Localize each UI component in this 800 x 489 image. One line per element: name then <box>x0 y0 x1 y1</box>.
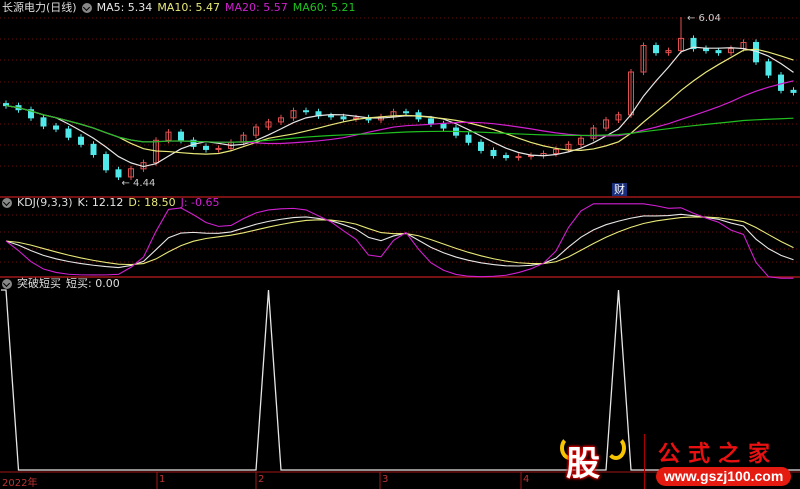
candle-body <box>590 127 597 139</box>
signal-value: 短买: 0.00 <box>66 277 120 290</box>
candle-body <box>715 50 722 54</box>
ma-line <box>5 48 794 155</box>
candle-body <box>40 117 47 127</box>
high-price-label: ← 6.04 <box>687 13 721 24</box>
candle-body <box>690 37 697 50</box>
dropdown-icon[interactable] <box>2 198 12 208</box>
j-line <box>5 203 794 279</box>
candle-body <box>428 118 434 125</box>
candle-body <box>28 109 34 119</box>
ma20-label: MA20: 5.57 <box>225 1 288 14</box>
signal-header: 突破短买 短买: 0.00 <box>2 277 120 291</box>
candle-body <box>778 74 784 91</box>
ma10-label: MA10: 5.47 <box>157 1 221 14</box>
stock-title: 长源电力(日线) <box>2 1 77 14</box>
logo-name: 公式之家 <box>658 441 779 467</box>
candle-body <box>403 111 409 114</box>
d-line <box>5 216 794 266</box>
price-header: 长源电力(日线) MA5: 5.34 MA10: 5.47 MA20: 5.57… <box>2 1 355 15</box>
candle-body <box>515 156 522 159</box>
candle-body <box>178 131 184 141</box>
site-logo: 股 公式之家 www.gszj100.com <box>556 434 800 489</box>
candle-body <box>678 37 684 52</box>
candle-body <box>615 114 622 121</box>
candle-body <box>765 61 772 76</box>
candle-body <box>103 154 109 171</box>
ma5-label: MA5: 5.34 <box>96 1 153 14</box>
candle-body <box>303 110 309 113</box>
candle-body <box>328 115 334 118</box>
candle-body <box>565 143 572 150</box>
d-label: D: 18.50 <box>128 196 176 209</box>
ma60-label: MA60: 5.21 <box>292 1 356 14</box>
candle-body <box>478 141 484 151</box>
ma-line <box>5 80 794 145</box>
candle-body <box>115 169 122 178</box>
candle-body <box>503 155 509 159</box>
candle-body <box>165 131 172 141</box>
horn-icon <box>560 436 580 460</box>
axis-label-month: 4 <box>523 474 530 485</box>
ma-line <box>5 46 794 168</box>
k-line <box>5 213 794 269</box>
ma-line <box>5 105 794 143</box>
dropdown-icon[interactable] <box>2 279 12 289</box>
finance-marker[interactable]: 财 <box>612 183 627 196</box>
candle-body <box>603 119 609 129</box>
dropdown-icon[interactable] <box>81 3 92 13</box>
kdj-title: KDJ(9,3,3) <box>17 196 73 209</box>
candle-body <box>265 121 272 128</box>
candle-body <box>340 116 347 120</box>
axis-label-month: 1 <box>159 474 166 485</box>
divider <box>644 434 645 489</box>
axis-label-year: 2022年 <box>2 478 38 489</box>
candle-body <box>490 149 497 157</box>
candle-body <box>128 168 134 178</box>
logo-url: www.gszj100.com <box>656 467 792 486</box>
candle-body <box>215 147 222 150</box>
candle-body <box>53 125 59 130</box>
candle-body <box>790 89 797 93</box>
candle-body <box>278 117 284 123</box>
candle-body <box>728 48 734 54</box>
low-price-label: ← 4.44 <box>122 178 156 189</box>
candle-body <box>578 137 584 145</box>
candle-body <box>65 128 72 138</box>
candle-body <box>640 45 647 73</box>
candle-body <box>465 134 472 143</box>
candle-body <box>78 136 84 145</box>
candle-body <box>203 145 209 150</box>
candle-body <box>553 148 559 155</box>
k-label: K: 12.12 <box>77 196 124 209</box>
kdj-header: KDJ(9,3,3) K: 12.12 D: 18.50 J: -0.65 <box>2 196 220 210</box>
candle-body <box>253 126 259 136</box>
candle-body <box>290 110 297 119</box>
axis-label-month: 3 <box>382 474 389 485</box>
candle-body <box>703 48 709 52</box>
candle-body <box>90 143 97 156</box>
axis-label-month: 2 <box>258 474 265 485</box>
candle-body <box>440 123 447 129</box>
signal-title: 突破短买 <box>17 277 61 290</box>
candle-body <box>665 50 672 54</box>
candle-body <box>653 45 659 54</box>
j-label: J: -0.65 <box>180 196 220 209</box>
horn-icon <box>606 436 626 460</box>
logo-char: 股 <box>566 444 600 484</box>
